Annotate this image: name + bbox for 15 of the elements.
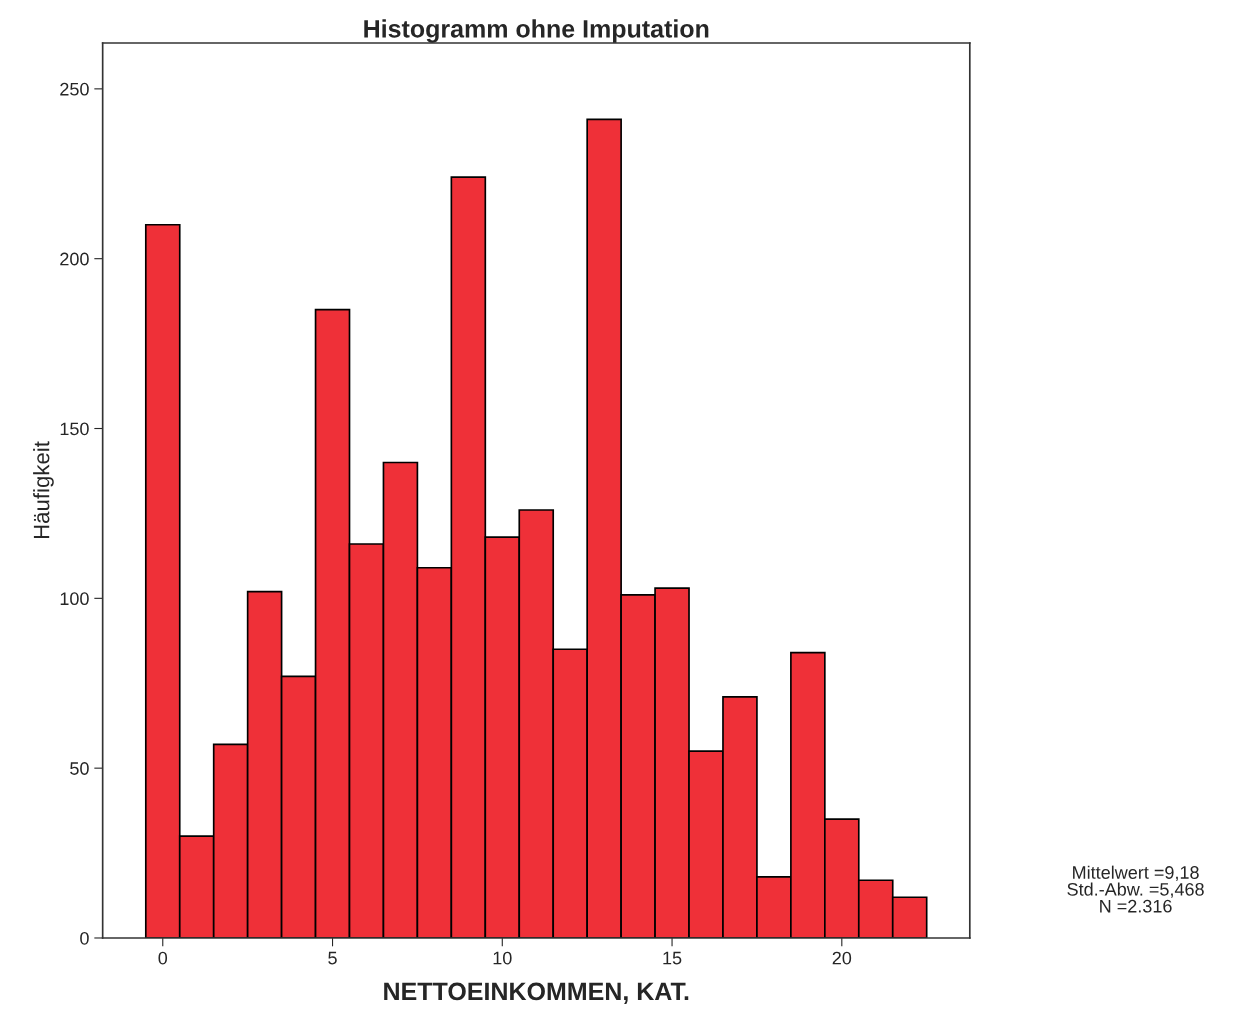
y-tick-label: 50 (70, 762, 89, 775)
x-axis-title: NETTOEINKOMMEN, KAT. (384, 982, 689, 1004)
x-tick-label: 5 (328, 951, 337, 965)
y-tick-label: 200 (60, 252, 89, 266)
y-tick-label: 150 (60, 422, 89, 436)
chart-title: Histogramm ohne Imputation (364, 19, 709, 43)
y-tick-label: 250 (60, 82, 89, 96)
y-tick-label: 100 (60, 592, 89, 606)
x-tick-label: 0 (158, 951, 168, 965)
x-tick-label: 10 (493, 951, 512, 965)
y-axis-title: Häufigkeit (33, 441, 54, 539)
text: Mittelwert =9,18 Std.-Abw. =5,468 N =2.316 (1067, 865, 1204, 913)
x-tick-label: 15 (663, 951, 682, 965)
x-tick-label: 20 (832, 951, 852, 965)
y-tick-label: 0 (80, 931, 89, 945)
